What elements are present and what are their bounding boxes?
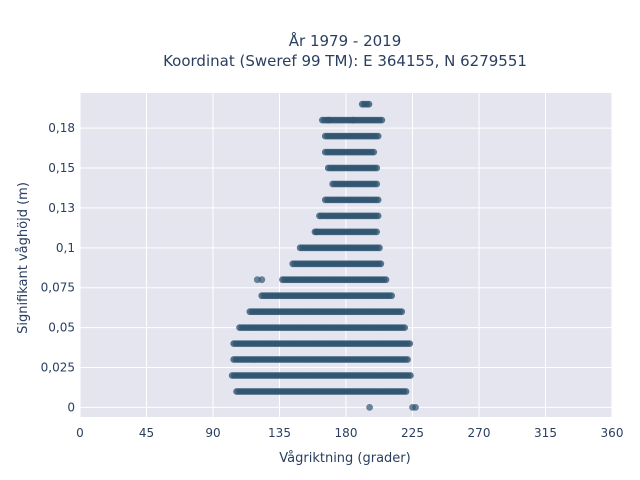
x-tick-label: 45: [139, 426, 154, 440]
y-tick-label: 0,025: [41, 361, 75, 375]
data-point: [373, 228, 380, 236]
data-point: [365, 100, 373, 108]
y-tick-label: 0,075: [41, 281, 75, 295]
x-tick-label: 180: [335, 426, 358, 440]
y-axis-title: Signifikant våghöjd (m): [16, 182, 31, 334]
x-tick-label: 0: [76, 426, 84, 440]
data-point: [370, 148, 378, 156]
data-point: [376, 244, 383, 252]
data-point: [407, 372, 414, 379]
chart-title-line2: Koordinat (Sweref 99 TM): E 364155, N 62…: [163, 52, 527, 70]
data-point: [382, 276, 390, 284]
data-point: [316, 212, 323, 220]
y-tick-label: 0: [67, 400, 75, 414]
x-tick-label: 225: [401, 426, 424, 440]
x-tick-label: 135: [268, 426, 291, 440]
x-tick-label: 360: [601, 426, 624, 440]
data-point: [350, 116, 357, 124]
data-point: [374, 196, 382, 204]
y-tick-label: 0,13: [48, 201, 75, 215]
data-point: [401, 324, 408, 331]
x-axis-title: Vågriktning (grader): [279, 451, 410, 466]
data-point: [258, 276, 266, 284]
data-point: [374, 212, 382, 220]
data-point: [313, 228, 320, 236]
data-points: [228, 100, 419, 411]
data-point: [377, 260, 385, 268]
x-tick-label: 270: [468, 426, 491, 440]
data-point: [402, 388, 410, 395]
data-point: [374, 132, 382, 140]
data-point: [398, 308, 406, 316]
data-point: [406, 340, 414, 347]
data-point: [324, 116, 332, 124]
data-point: [373, 164, 381, 172]
tick-labels: 0 45 90 135 180 225 270 315 360 0 0,025 0,05 0,075 0,…: [41, 121, 624, 440]
y-tick-label: 0,05: [48, 321, 75, 335]
y-tick-label: 0,1: [56, 241, 75, 255]
x-tick-label: 90: [205, 426, 220, 440]
y-tick-label: 0,18: [48, 121, 75, 135]
chart-title-line1: År 1979 - 2019: [289, 31, 402, 50]
data-point: [388, 292, 395, 300]
data-point: [412, 404, 419, 411]
data-point: [378, 116, 386, 124]
data-point: [366, 404, 373, 411]
x-tick-label: 315: [534, 426, 557, 440]
data-point: [404, 356, 411, 363]
y-tick-label: 0,15: [48, 161, 75, 175]
data-point: [373, 180, 381, 188]
